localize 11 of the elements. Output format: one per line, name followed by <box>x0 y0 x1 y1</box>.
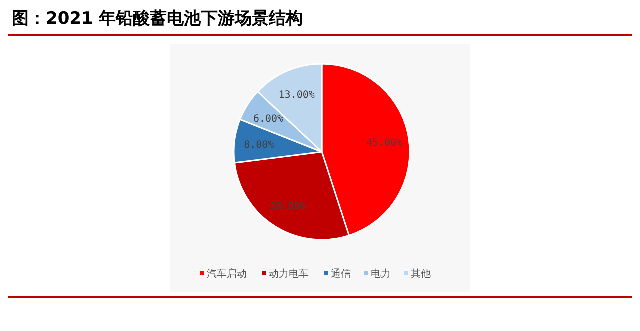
data-label: 13.00% <box>278 90 315 101</box>
data-label: 6.00% <box>253 114 284 126</box>
data-label: 28.00% <box>270 201 306 212</box>
data-label: 45.00% <box>366 138 403 150</box>
legend-label: 电力 <box>371 268 391 280</box>
legend-label: 其他 <box>411 268 431 280</box>
legend-label: 动力电车 <box>269 268 309 280</box>
legend-label: 汽车启动 <box>207 268 247 280</box>
data-label: 8.00% <box>244 140 274 152</box>
chart-title: 图：2021 年铅酸蓄电池下游场景结构 <box>12 9 304 29</box>
legend-label: 通信 <box>331 268 351 280</box>
